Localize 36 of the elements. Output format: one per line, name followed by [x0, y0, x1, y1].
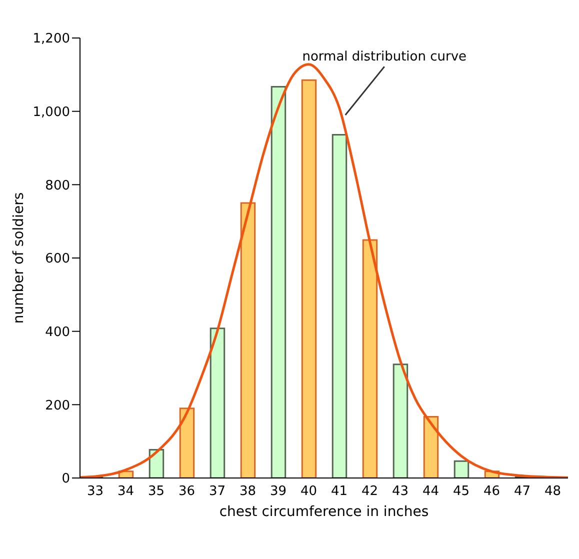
y-tick-label: 400: [45, 324, 70, 340]
bar: [362, 239, 378, 478]
x-tick-label: 35: [148, 484, 165, 500]
x-tick-label: 36: [178, 484, 196, 500]
y-tick-label: 1,000: [32, 104, 70, 120]
x-axis-title: chest circumference in inches: [219, 504, 429, 520]
y-tick-label: 0: [62, 472, 70, 487]
x-tick-label: 43: [392, 484, 409, 500]
bar: [301, 79, 317, 478]
x-tick-label: 40: [300, 484, 318, 500]
bar: [454, 460, 470, 478]
x-tick-label: 46: [483, 484, 500, 500]
x-tick-label: 33: [86, 484, 104, 500]
y-tick-label: 200: [45, 398, 70, 414]
y-tick-label: 1,200: [32, 32, 70, 47]
bar: [423, 416, 439, 478]
y-axis-title: number of soldiers: [10, 192, 27, 324]
y-tick-label: 800: [45, 178, 70, 194]
x-tick-label: 48: [544, 484, 562, 500]
x-tick-label: 34: [117, 484, 134, 500]
x-tick-label: 42: [361, 484, 378, 500]
bar: [240, 202, 256, 478]
x-tick-label: 44: [422, 484, 440, 500]
bar: [179, 408, 195, 478]
y-tick-label: 600: [45, 252, 70, 267]
x-tick-label: 38: [239, 484, 256, 500]
x-tick-label: 47: [514, 484, 531, 500]
bar: [392, 364, 408, 478]
x-tick-label: 37: [208, 484, 226, 500]
bar: [210, 328, 226, 478]
bar: [270, 86, 286, 478]
annotation: normal distribution curve: [302, 50, 467, 65]
x-tick-label: 39: [270, 484, 287, 500]
bar: [332, 134, 348, 478]
x-tick-label: 41: [330, 484, 348, 500]
x-tick-label: 45: [452, 484, 470, 500]
